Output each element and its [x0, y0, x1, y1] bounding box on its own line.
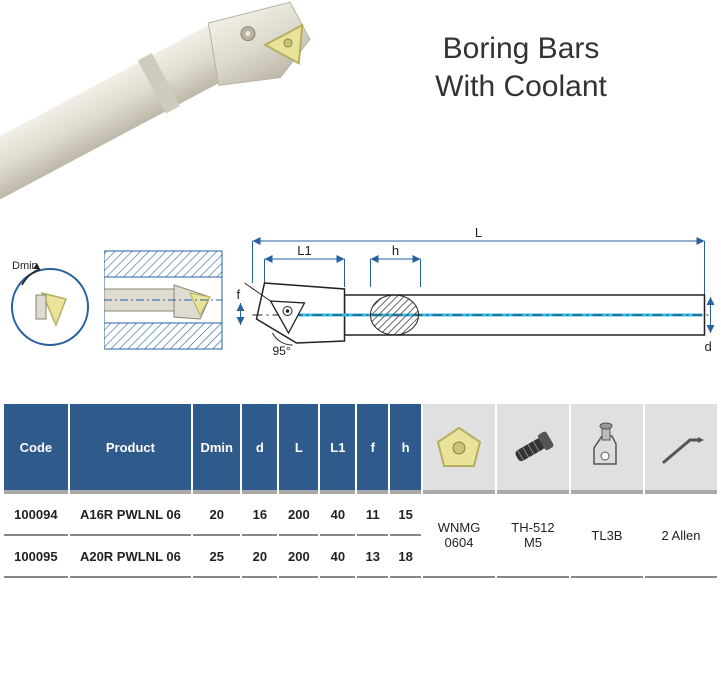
cell-d: 16 — [242, 494, 277, 536]
dim-f: f — [237, 287, 241, 302]
cell-d: 20 — [242, 536, 277, 578]
table-row: 100094 A16R PWLNL 06 20 16 200 40 11 15 … — [4, 494, 717, 536]
table-header-row: Code Product Dmin d L L1 f h — [4, 404, 717, 494]
dim-h: h — [392, 243, 399, 258]
col-L: L — [279, 404, 318, 494]
cell-L: 200 — [279, 494, 318, 536]
spec-table: Code Product Dmin d L L1 f h — [0, 404, 721, 578]
screw-text: TH-512 M5 — [511, 520, 554, 550]
cross-section-diagram — [104, 245, 224, 355]
cell-dmin: 25 — [193, 536, 240, 578]
cell-insert: WNMG 0604 — [423, 494, 495, 578]
cell-code: 100095 — [4, 536, 68, 578]
cell-wrench: 2 Allen — [645, 494, 717, 578]
col-L1: L1 — [320, 404, 355, 494]
insert-line1: WNMG 0604 — [438, 520, 481, 550]
cell-f: 13 — [357, 536, 388, 578]
dmin-icon: Dmin — [6, 245, 94, 355]
cell-L: 200 — [279, 536, 318, 578]
cell-L1: 40 — [320, 494, 355, 536]
dim-L1: L1 — [297, 243, 311, 258]
cell-clamp: TL3B — [571, 494, 643, 578]
col-code: Code — [4, 404, 68, 494]
title-line-1: Boring Bars — [351, 30, 691, 68]
col-product: Product — [70, 404, 191, 494]
dim-L: L — [475, 225, 482, 240]
col-clamp-icon — [571, 404, 643, 494]
cell-product: A16R PWLNL 06 — [70, 494, 191, 536]
cell-h: 15 — [390, 494, 421, 536]
technical-drawing: L L1 h 95° f — [234, 225, 715, 375]
cell-screw: TH-512 M5 — [497, 494, 569, 578]
cell-dmin: 20 — [193, 494, 240, 536]
col-f: f — [357, 404, 388, 494]
col-insert-icon — [423, 404, 495, 494]
col-h: h — [390, 404, 421, 494]
col-dmin: Dmin — [193, 404, 240, 494]
col-screw-icon — [497, 404, 569, 494]
diagram-row: Dmin L — [0, 200, 721, 400]
cell-product: A20R PWLNL 06 — [70, 536, 191, 578]
top-area: Boring Bars With Coolant — [0, 0, 721, 200]
dim-d: d — [705, 339, 712, 354]
cell-f: 11 — [357, 494, 388, 536]
col-wrench-icon — [645, 404, 717, 494]
dmin-label: Dmin — [12, 260, 38, 272]
cell-h: 18 — [390, 536, 421, 578]
cell-L1: 40 — [320, 536, 355, 578]
title-line-2: With Coolant — [351, 68, 691, 106]
product-photo — [0, 0, 330, 200]
col-d: d — [242, 404, 277, 494]
page-title: Boring Bars With Coolant — [351, 30, 691, 105]
angle-95: 95° — [273, 344, 291, 358]
cell-code: 100094 — [4, 494, 68, 536]
